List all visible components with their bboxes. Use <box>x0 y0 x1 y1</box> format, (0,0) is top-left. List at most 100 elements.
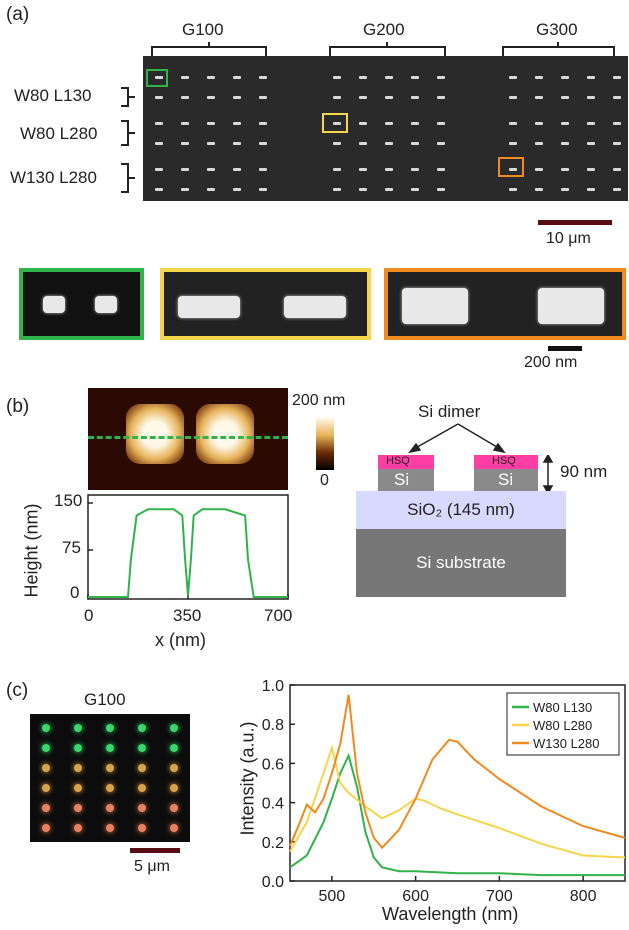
sio2-label: SiO₂ (145 nm) <box>407 500 515 519</box>
nanostructure-dot <box>587 76 595 79</box>
darkfield-dot <box>138 784 146 792</box>
darkfield-dot <box>170 784 178 792</box>
si-block-right: Si <box>474 469 538 491</box>
darkfield-dot <box>170 744 178 752</box>
si-label-right: Si <box>498 470 514 489</box>
nanostructure-dot <box>411 142 419 145</box>
highlight-box-green <box>146 69 168 87</box>
nanostructure-dot <box>613 188 621 191</box>
y-tick-label: 0.2 <box>262 835 284 852</box>
plot-frame <box>289 684 626 882</box>
x-tick-label: 600 <box>402 888 429 905</box>
nanostructure-dot <box>259 76 267 79</box>
colorbar-min-label: 0 <box>320 472 329 489</box>
darkfield-title: G100 <box>84 690 126 709</box>
nanostructure-dot <box>181 76 189 79</box>
nanostructure-dot <box>333 188 341 191</box>
si-dimer-label: Si dimer <box>418 402 481 421</box>
hp-xlabel: x (nm) <box>155 630 206 650</box>
nanostructure-dot <box>385 122 393 125</box>
nanostructure-dot <box>535 122 543 125</box>
row-label-w130-l280: W130 L280 <box>10 168 97 187</box>
nanostructure-dot <box>259 188 267 191</box>
darkfield-dot <box>74 744 82 752</box>
nanostructure-dot <box>385 142 393 145</box>
nanostructure-dot <box>207 76 215 79</box>
nanostructure-dot <box>155 76 163 79</box>
darkfield-dot <box>74 784 82 792</box>
nanostructure-dot <box>233 122 241 125</box>
nanostructure-dot <box>437 188 445 191</box>
nanostructure-dot <box>359 168 367 171</box>
nanostructure-dot <box>509 96 517 99</box>
nanostructure-dot <box>233 188 241 191</box>
legend-entry: W80 L130 <box>533 700 592 715</box>
dimer-arrows <box>408 423 506 454</box>
group-label-g100: G100 <box>182 20 224 39</box>
legend-entry: W80 L280 <box>533 718 592 733</box>
si-block-left: Si <box>378 469 434 491</box>
nanostructure-dot <box>535 168 543 171</box>
nanostructure-dot <box>233 96 241 99</box>
darkfield-dot <box>42 784 50 792</box>
darkfield-dot <box>42 744 50 752</box>
darkfield-dot <box>42 724 50 732</box>
panel-c-label: (c) <box>6 680 29 701</box>
scale-bar-zoom <box>548 346 582 351</box>
darkfield-dot <box>74 804 82 812</box>
nanostructure-dot <box>233 142 241 145</box>
nanostructure-dot <box>207 168 215 171</box>
hp-xtick-350: 350 <box>173 606 202 625</box>
darkfield-dot <box>170 764 178 772</box>
nanostructure-dot <box>259 96 267 99</box>
nanostructure-dot <box>359 96 367 99</box>
nanostructure-dot <box>509 122 517 125</box>
spectrum-ylabel: Intensity (a.u.) <box>237 721 258 836</box>
nanostructure-dot <box>233 76 241 79</box>
darkfield-dot <box>138 764 146 772</box>
nanostructure-dot <box>535 188 543 191</box>
nanostructure-dot <box>181 96 189 99</box>
scale-label-main: 10 μm <box>546 230 591 247</box>
nanostructure-dot <box>411 96 419 99</box>
hp-xtick-0: 0 <box>84 606 94 625</box>
nanostructure-dot <box>561 142 569 145</box>
nanostructure-dot <box>437 76 445 79</box>
nanostructure-dot <box>333 142 341 145</box>
darkfield-dot <box>106 824 114 832</box>
x-tick-label: 700 <box>486 888 513 905</box>
darkfield-dot <box>106 764 114 772</box>
scale-bar-darkfield <box>130 848 180 853</box>
nanostructure-dot <box>359 142 367 145</box>
nanostructure-dot <box>333 168 341 171</box>
row-label-w80-l280: W80 L280 <box>20 124 98 143</box>
nanostructure-dot <box>181 122 189 125</box>
darkfield-dot <box>74 724 82 732</box>
y-tick-label: 0.0 <box>262 874 284 891</box>
nanostructure-dot <box>411 122 419 125</box>
nanostructure-dot <box>385 168 393 171</box>
nanostructure-dot <box>259 142 267 145</box>
scale-label-darkfield: 5 μm <box>134 858 170 875</box>
spectrum-chart: 0.0 0.2 0.4 0.6 0.8 1.0 500 600 700 800 W80 L130 W8… <box>262 680 626 905</box>
height-profile-plot <box>87 494 289 600</box>
x-tick-label: 800 <box>570 888 597 905</box>
nanostructure-dot <box>411 76 419 79</box>
height-arrow <box>542 455 554 495</box>
nanostructure-dot <box>333 76 341 79</box>
nanostructure-dot <box>359 76 367 79</box>
nanostructure-dot <box>181 142 189 145</box>
hsq-layer-left: HSQ <box>378 455 434 469</box>
hp-ytick-0: 0 <box>70 583 80 602</box>
series-line-2 <box>289 694 626 850</box>
nanostructure-dot <box>207 188 215 191</box>
scale-label-zoom: 200 nm <box>524 354 578 371</box>
nanostructure-dot <box>207 96 215 99</box>
nanostructure-dot <box>509 168 517 171</box>
nanostructure-dot <box>155 188 163 191</box>
darkfield-dot <box>106 804 114 812</box>
nanostructure-dot <box>535 96 543 99</box>
row-label-w80-l130: W80 L130 <box>14 86 92 105</box>
darkfield-dot <box>42 804 50 812</box>
nanostructure-dot <box>437 96 445 99</box>
